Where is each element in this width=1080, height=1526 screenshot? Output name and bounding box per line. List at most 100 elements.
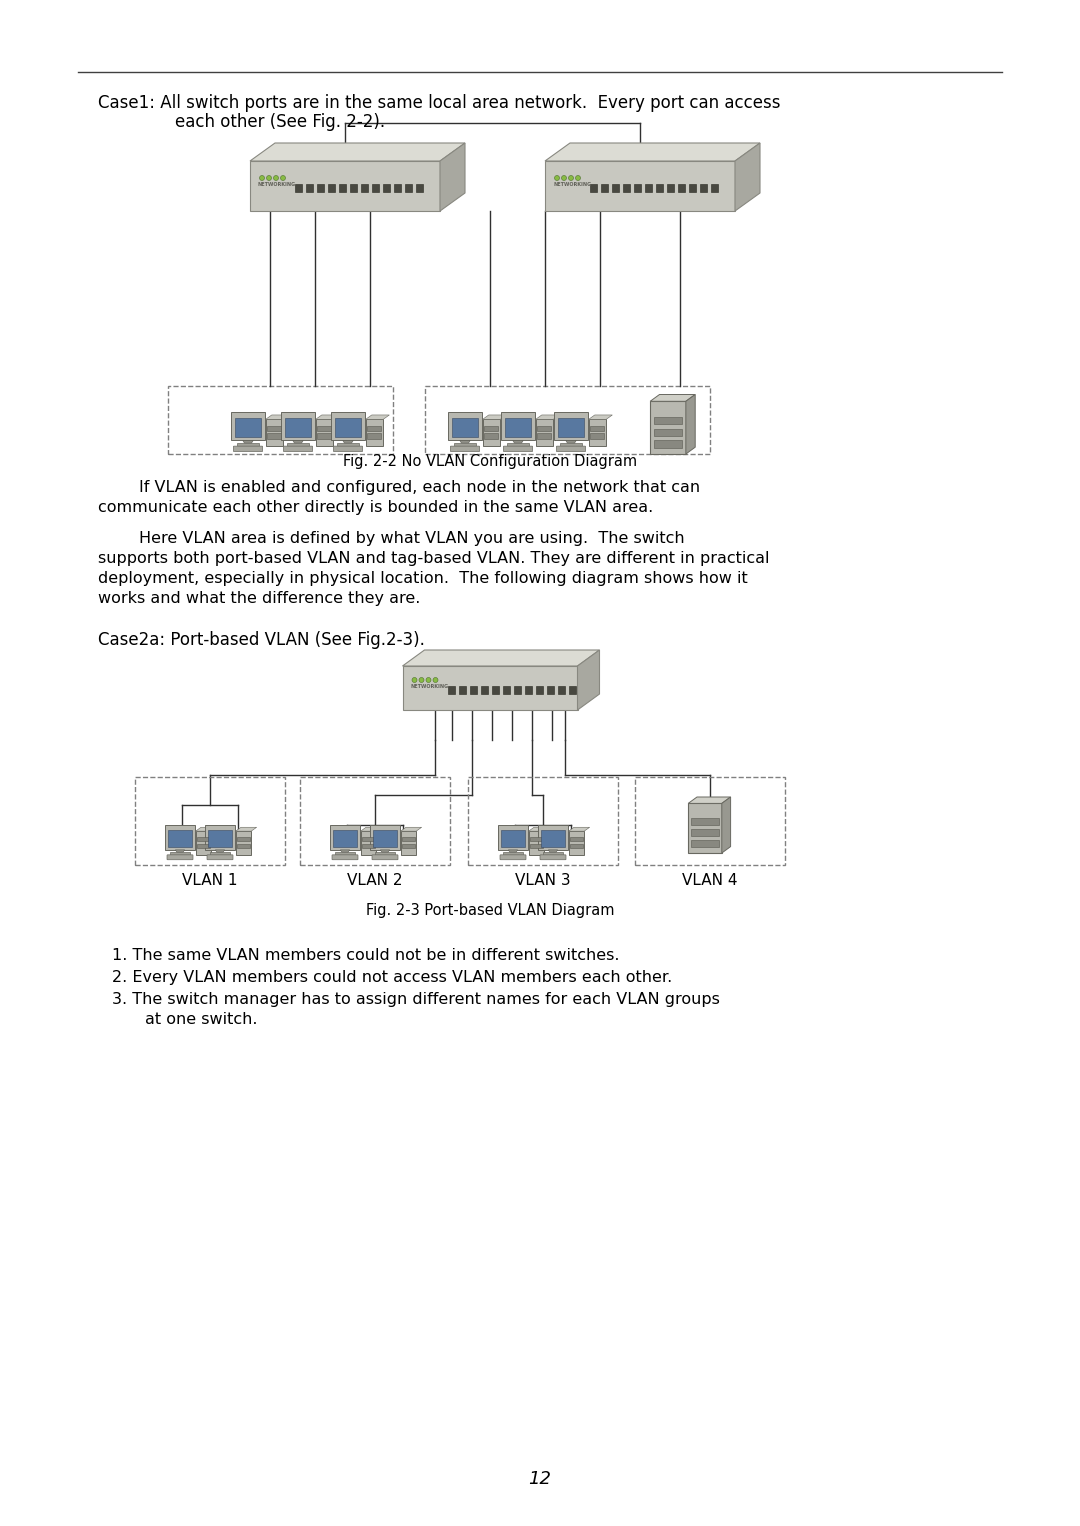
FancyBboxPatch shape	[330, 826, 360, 850]
FancyBboxPatch shape	[538, 426, 552, 430]
FancyBboxPatch shape	[403, 665, 578, 710]
FancyBboxPatch shape	[530, 844, 542, 848]
Polygon shape	[460, 441, 470, 443]
FancyBboxPatch shape	[332, 855, 357, 859]
Polygon shape	[686, 395, 696, 455]
FancyBboxPatch shape	[538, 826, 568, 850]
Polygon shape	[293, 441, 303, 443]
FancyBboxPatch shape	[538, 433, 552, 438]
Text: VLAN 4: VLAN 4	[683, 873, 738, 888]
Polygon shape	[266, 415, 289, 420]
FancyBboxPatch shape	[235, 832, 252, 855]
Polygon shape	[483, 415, 507, 420]
Bar	[328, 185, 335, 192]
Circle shape	[259, 175, 265, 180]
FancyBboxPatch shape	[167, 855, 193, 859]
Bar	[678, 185, 685, 192]
Polygon shape	[235, 827, 257, 832]
Text: Here VLAN area is defined by what VLAN you are using.  The switch: Here VLAN area is defined by what VLAN y…	[98, 531, 685, 546]
FancyBboxPatch shape	[454, 443, 476, 446]
Bar	[416, 185, 423, 192]
Bar	[491, 687, 499, 694]
FancyBboxPatch shape	[500, 855, 526, 859]
FancyBboxPatch shape	[691, 841, 718, 847]
FancyBboxPatch shape	[361, 832, 376, 855]
Bar	[700, 185, 707, 192]
Bar	[667, 185, 674, 192]
FancyBboxPatch shape	[335, 418, 361, 436]
Bar	[525, 687, 531, 694]
Polygon shape	[513, 441, 524, 443]
FancyBboxPatch shape	[568, 832, 584, 855]
Text: 12: 12	[528, 1470, 552, 1488]
FancyBboxPatch shape	[205, 826, 234, 850]
Polygon shape	[589, 415, 612, 420]
FancyBboxPatch shape	[170, 852, 190, 855]
FancyBboxPatch shape	[484, 426, 499, 430]
Polygon shape	[215, 850, 225, 852]
FancyBboxPatch shape	[334, 830, 356, 847]
Text: Case1: All switch ports are in the same local area network.  Every port can acce: Case1: All switch ports are in the same …	[98, 95, 781, 111]
Bar	[350, 185, 357, 192]
Text: NETWORKING: NETWORKING	[410, 684, 448, 688]
Polygon shape	[440, 143, 465, 211]
FancyBboxPatch shape	[238, 836, 249, 841]
Text: NETWORKING: NETWORKING	[553, 182, 591, 186]
Text: VLAN 1: VLAN 1	[183, 873, 238, 888]
Bar	[295, 185, 302, 192]
FancyBboxPatch shape	[484, 433, 499, 438]
Polygon shape	[721, 797, 730, 853]
Circle shape	[267, 175, 271, 180]
Polygon shape	[578, 650, 599, 710]
Polygon shape	[342, 441, 353, 443]
FancyBboxPatch shape	[374, 830, 396, 847]
Bar	[383, 185, 390, 192]
Text: Fig. 2-3 Port-based VLAN Diagram: Fig. 2-3 Port-based VLAN Diagram	[366, 903, 615, 919]
Text: VLAN 2: VLAN 2	[348, 873, 403, 888]
FancyBboxPatch shape	[281, 412, 314, 441]
FancyBboxPatch shape	[501, 412, 535, 441]
Polygon shape	[249, 143, 465, 162]
Circle shape	[554, 175, 559, 180]
Circle shape	[281, 175, 285, 180]
Bar	[634, 185, 642, 192]
Polygon shape	[401, 827, 421, 832]
Polygon shape	[243, 441, 254, 443]
Bar	[513, 687, 521, 694]
Text: Fig. 2-2 No VLAN Configuration Diagram: Fig. 2-2 No VLAN Configuration Diagram	[343, 455, 637, 468]
FancyBboxPatch shape	[653, 417, 683, 424]
Circle shape	[576, 175, 581, 180]
Bar	[306, 185, 313, 192]
Polygon shape	[366, 415, 390, 420]
Circle shape	[419, 678, 424, 682]
FancyBboxPatch shape	[286, 443, 310, 446]
FancyBboxPatch shape	[543, 852, 563, 855]
FancyBboxPatch shape	[268, 426, 282, 430]
Polygon shape	[650, 395, 696, 401]
FancyBboxPatch shape	[653, 441, 683, 449]
Polygon shape	[195, 827, 217, 832]
Bar	[447, 687, 455, 694]
FancyBboxPatch shape	[367, 426, 381, 430]
FancyBboxPatch shape	[372, 855, 397, 859]
FancyBboxPatch shape	[545, 162, 735, 211]
FancyBboxPatch shape	[266, 420, 283, 446]
Circle shape	[426, 678, 431, 682]
FancyBboxPatch shape	[195, 832, 212, 855]
Bar	[656, 185, 663, 192]
Text: 3. The switch manager has to assign different names for each VLAN groups: 3. The switch manager has to assign diff…	[112, 992, 720, 1007]
FancyBboxPatch shape	[688, 803, 721, 853]
Text: NETWORKING: NETWORKING	[258, 182, 296, 186]
FancyBboxPatch shape	[402, 836, 415, 841]
FancyBboxPatch shape	[450, 446, 480, 452]
Bar	[689, 185, 696, 192]
Bar	[536, 687, 542, 694]
FancyBboxPatch shape	[335, 852, 355, 855]
FancyBboxPatch shape	[501, 830, 525, 847]
FancyBboxPatch shape	[691, 829, 718, 836]
FancyBboxPatch shape	[554, 412, 588, 441]
FancyBboxPatch shape	[557, 418, 584, 436]
FancyBboxPatch shape	[315, 420, 334, 446]
Bar	[590, 185, 597, 192]
Circle shape	[562, 175, 567, 180]
